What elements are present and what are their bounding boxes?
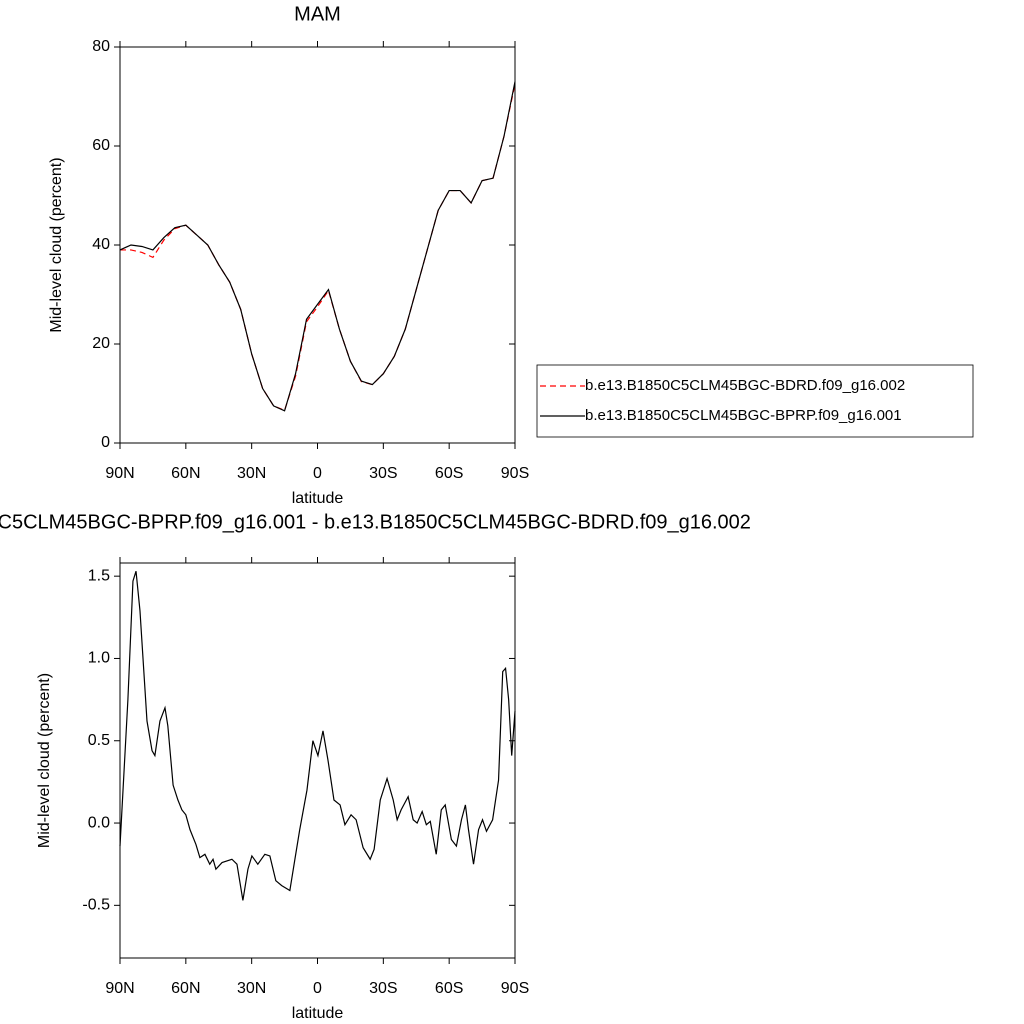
y-tick-label: 80 — [92, 38, 110, 55]
data-line — [120, 84, 516, 412]
x-tick-label: 90N — [105, 465, 134, 482]
x-tick-label: 0 — [313, 980, 322, 997]
x-tick-label: 0 — [313, 465, 322, 482]
data-line — [119, 571, 516, 901]
chart-title: b.e13.B1850C5CLM45BGC-BPRP.f09_g16.001 -… — [0, 511, 751, 533]
y-tick-label: 1.0 — [88, 650, 110, 667]
y-tick-label: 1.5 — [88, 567, 110, 584]
y-axis-label: Mid-level cloud (percent) — [36, 673, 53, 848]
x-tick-label: 60S — [435, 465, 463, 482]
x-axis-label: latitude — [292, 490, 344, 507]
x-tick-label: 90N — [105, 980, 134, 997]
y-tick-label: 20 — [92, 335, 110, 352]
legend-label: b.e13.B1850C5CLM45BGC-BPRP.f09_g16.001 — [585, 407, 902, 424]
x-tick-label: 30N — [237, 980, 266, 997]
x-tick-label: 90S — [501, 465, 529, 482]
plot-frame — [119, 562, 516, 959]
x-tick-label: 60N — [171, 465, 200, 482]
chart-title: MAM — [294, 3, 341, 25]
legend-label: b.e13.B1850C5CLM45BGC-BDRD.f09_g16.002 — [585, 377, 905, 394]
x-tick-label: 90S — [501, 980, 529, 997]
plot-frame — [119, 46, 516, 444]
y-axis-label: Mid-level cloud (percent) — [48, 157, 65, 332]
y-tick-label: -0.5 — [82, 897, 110, 914]
x-tick-label: 60N — [171, 980, 200, 997]
y-tick-label: 40 — [92, 236, 110, 253]
x-tick-label: 60S — [435, 980, 463, 997]
data-line — [119, 81, 516, 412]
y-tick-label: 0.0 — [88, 814, 110, 831]
x-tick-label: 30N — [237, 465, 266, 482]
x-axis-label: latitude — [292, 1005, 344, 1022]
x-tick-label: 30S — [369, 465, 397, 482]
legend-box — [536, 364, 974, 438]
y-tick-label: 0 — [101, 434, 110, 451]
x-tick-label: 30S — [369, 980, 397, 997]
y-tick-label: 60 — [92, 137, 110, 154]
y-tick-label: 0.5 — [88, 732, 110, 749]
